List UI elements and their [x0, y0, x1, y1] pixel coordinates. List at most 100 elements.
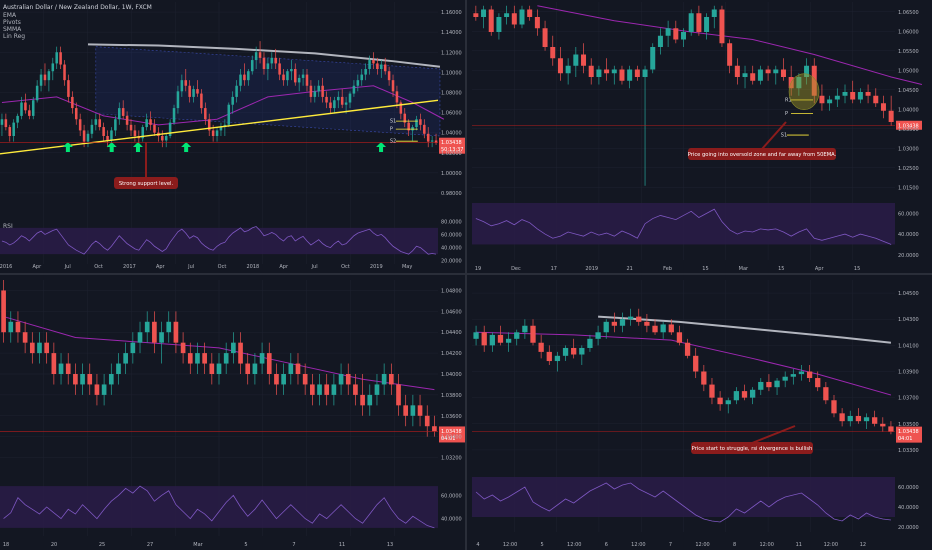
- x-tick-label: Apr: [815, 266, 825, 272]
- support-arrow-icon: [181, 142, 192, 152]
- callout-box: [114, 177, 178, 189]
- indicator-label-linreg[interactable]: Lin Reg: [3, 33, 25, 40]
- y-tick-label: 1.03000: [898, 146, 919, 152]
- candle-body: [215, 130, 219, 136]
- candle-body: [44, 342, 50, 354]
- indicator-label-pivots[interactable]: Pivots: [3, 19, 21, 26]
- candle-body: [250, 60, 254, 72]
- rsi-band: [0, 227, 438, 255]
- candle-body: [16, 115, 19, 123]
- y-tick-label: 1.04000: [441, 131, 462, 137]
- candle-body: [274, 374, 279, 385]
- y-tick-label: 1.02000: [441, 151, 462, 157]
- candle-body: [644, 321, 650, 326]
- candle-body: [58, 363, 64, 374]
- candle-body: [196, 89, 199, 94]
- x-tick-label: Apr: [279, 264, 289, 270]
- candle-body: [742, 73, 748, 77]
- candles: [473, 5, 894, 186]
- x-tick-label: 4: [476, 542, 479, 548]
- y-tick-label: 1.16000: [441, 10, 462, 16]
- price-tag-text: 1.03438: [441, 140, 462, 146]
- x-tick-label: Feb: [663, 266, 672, 272]
- candle-body: [403, 405, 409, 416]
- x-tick-label: 21: [626, 266, 632, 272]
- candle-body: [733, 391, 740, 401]
- support-arrow-icon: [132, 142, 143, 152]
- candle-body: [231, 342, 236, 354]
- candle-body: [863, 417, 870, 422]
- candle-body: [47, 71, 51, 81]
- x-tick-label: 12:00: [631, 542, 645, 548]
- x-tick-label: 12: [860, 542, 866, 548]
- y-tick-label: 1.05000: [898, 68, 919, 74]
- candle-body: [55, 52, 58, 64]
- candle-body: [603, 321, 609, 333]
- candle-body: [403, 113, 407, 123]
- candle-body: [90, 124, 94, 134]
- candle-body: [527, 9, 533, 17]
- candle-body: [67, 80, 70, 97]
- candle-body: [8, 127, 12, 136]
- callout-pointer: [761, 121, 787, 150]
- candle-body: [426, 133, 430, 142]
- rsi-y-tick-label: 80.0000: [441, 219, 462, 225]
- candle-body: [86, 133, 90, 142]
- candle-body: [51, 353, 57, 374]
- rsi-title: RSI: [3, 223, 13, 230]
- candle-body: [757, 69, 763, 81]
- candle-body: [834, 95, 840, 100]
- daily-chart-panel[interactable]: 1.03438 R1 P S1 Price going into oversold zo…: [472, 2, 923, 272]
- candle-body: [337, 96, 340, 101]
- candle-body: [774, 380, 780, 388]
- y-tick-label: 1.04000: [898, 107, 919, 113]
- indicator-label-ema[interactable]: EMA: [3, 12, 17, 19]
- rsi-y-tick-label: 40.0000: [441, 517, 462, 523]
- candle-body: [391, 80, 395, 92]
- candle-body: [129, 124, 133, 131]
- candle-body: [331, 384, 337, 395]
- candle-body: [432, 426, 437, 432]
- x-tick-label: Oct: [94, 264, 103, 270]
- candle-body: [642, 69, 648, 77]
- candle-body: [321, 85, 324, 97]
- candle-body: [223, 353, 229, 364]
- candle-body: [102, 127, 105, 136]
- candle-body: [668, 324, 674, 333]
- candle-body: [211, 130, 215, 136]
- candle-body: [407, 122, 410, 131]
- y-tick-label: 1.03300: [898, 448, 919, 454]
- candle-body: [144, 321, 150, 333]
- rsi-band: [472, 203, 895, 245]
- candle-body: [239, 74, 242, 86]
- rsi-y-tick-label: 60.0000: [441, 493, 462, 499]
- candle-body: [415, 119, 418, 128]
- indicator-label-smma[interactable]: SMMA: [3, 26, 22, 33]
- candle-body: [399, 102, 403, 114]
- candle-body: [550, 47, 556, 59]
- candle-body: [37, 342, 42, 354]
- candle-body: [302, 374, 308, 385]
- callout-text: Price going into oversold zone and far a…: [688, 152, 837, 158]
- grid: [0, 2, 438, 264]
- candle-body: [627, 69, 633, 81]
- x-tick-label: 2019: [585, 266, 598, 272]
- candle-body: [855, 415, 862, 422]
- candle-body: [345, 374, 351, 385]
- candle-body: [290, 69, 293, 72]
- rsi-band: [472, 477, 895, 517]
- candle-body: [4, 119, 8, 128]
- candle-body: [356, 80, 360, 86]
- x-tick-label: 8: [733, 542, 736, 548]
- y-tick-label: 1.03800: [441, 393, 462, 399]
- weekly-chart-panel[interactable]: Australian Dollar / New Zealand Dollar, …: [0, 2, 465, 270]
- x-tick-label: Jul: [187, 264, 194, 270]
- y-tick-label: 1.14000: [441, 30, 462, 36]
- x-tick-label: Oct: [218, 264, 227, 270]
- x-tick-label: Apr: [156, 264, 166, 270]
- candle-body: [108, 374, 114, 385]
- candle-body: [634, 69, 640, 77]
- candle-body: [423, 124, 426, 134]
